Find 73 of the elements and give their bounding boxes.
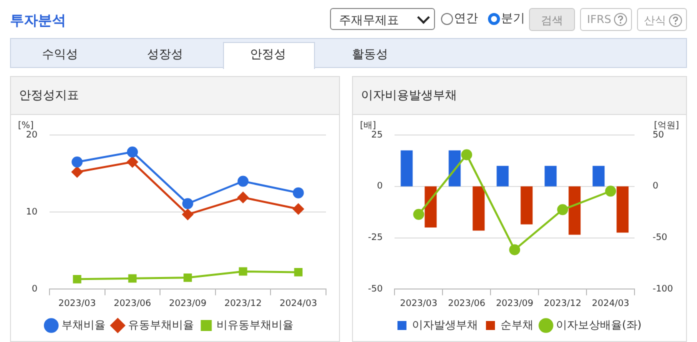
y-tick-label: 0 — [376, 182, 383, 192]
text: 산식 — [637, 8, 687, 31]
y-tick-label: 10 — [26, 207, 38, 218]
y-axis-title: [배] — [360, 120, 376, 131]
y2-tick-label: -50 — [652, 233, 668, 244]
x-tick-label: 2023/12 — [544, 298, 582, 309]
text: 활동성 — [352, 46, 388, 63]
x-tick-label: 2024/03 — [280, 298, 318, 309]
text: IFRS — [580, 8, 632, 31]
bar — [616, 186, 629, 233]
legend-label: 순부채 — [500, 318, 534, 332]
point — [72, 274, 82, 284]
point — [182, 198, 194, 210]
legend-label: 유동부채비율 — [128, 318, 194, 332]
point — [128, 274, 137, 283]
y-tick-label: 0 — [32, 284, 38, 295]
x-tick-label: 2023/09 — [496, 298, 534, 309]
point — [72, 156, 83, 168]
x-tick-label: 2024/03 — [592, 298, 630, 309]
x-tick-label: 2023/03 — [400, 298, 438, 309]
bar — [424, 186, 437, 228]
legend-label: 부채비율 — [61, 318, 106, 332]
bar — [496, 166, 509, 186]
chart-title: 이자비용발생부채 — [353, 77, 686, 115]
bar — [448, 150, 461, 186]
point — [238, 267, 248, 276]
point — [292, 204, 304, 215]
y2-axis-title: [억원] — [654, 120, 679, 131]
text: 주재무제표 — [330, 8, 435, 30]
x-tick-label: 2023/09 — [169, 298, 207, 309]
point — [238, 176, 249, 187]
point — [557, 204, 568, 216]
bar — [544, 166, 557, 186]
point — [461, 149, 472, 160]
bar — [568, 186, 581, 235]
y-tick-label: -50 — [368, 284, 383, 295]
text: 안정성 — [250, 46, 286, 63]
y2-tick-label: 50 — [652, 130, 664, 140]
text: 투자분석 — [10, 12, 66, 30]
chart-title: 안정성지표 — [11, 77, 339, 115]
point — [509, 244, 520, 256]
text: 검색 — [529, 8, 575, 31]
y2-tick-label: 0 — [652, 182, 659, 192]
bar — [400, 150, 413, 186]
point — [126, 156, 138, 168]
y-tick-label: -25 — [368, 233, 383, 244]
text: 수익성 — [42, 46, 78, 63]
y2-tick-label: -100 — [652, 284, 674, 295]
legend-label: 이자보상배율(좌) — [556, 318, 642, 332]
legend-label: 이자발생부채 — [412, 318, 478, 332]
point — [413, 208, 424, 220]
point — [72, 166, 83, 178]
point — [238, 192, 249, 203]
x-tick-label: 2023/06 — [114, 298, 152, 309]
x-tick-label: 2023/03 — [58, 298, 96, 309]
point — [184, 273, 192, 282]
x-tick-label: 2023/06 — [448, 298, 486, 309]
point — [605, 186, 616, 197]
point — [294, 268, 303, 276]
y-tick-label: 20 — [26, 130, 38, 140]
text: 연간 — [454, 10, 478, 27]
legend-label: 비유동부채비율 — [216, 318, 294, 332]
bar — [472, 186, 485, 231]
bar — [592, 166, 605, 186]
y-tick-label: 25 — [371, 130, 383, 140]
text: 성장성 — [147, 46, 183, 63]
point — [292, 187, 304, 198]
y-axis-title: [%] — [18, 120, 34, 131]
text: 분기 — [501, 10, 525, 27]
point — [182, 208, 194, 220]
x-tick-label: 2023/12 — [224, 298, 262, 309]
point — [126, 146, 138, 158]
bar — [520, 186, 533, 224]
